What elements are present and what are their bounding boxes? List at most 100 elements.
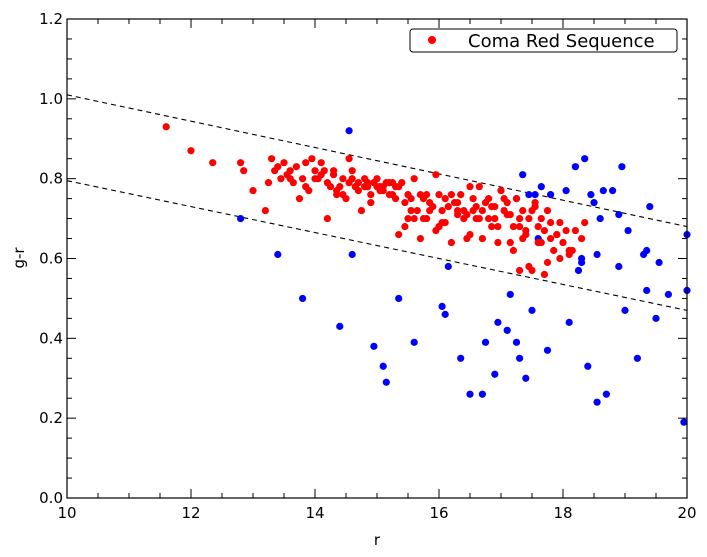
coma-red-sequence-point (286, 175, 294, 183)
other-galaxies-point (336, 322, 344, 330)
coma-red-sequence-point (404, 191, 412, 199)
coma-red-sequence-point (323, 179, 331, 187)
coma-red-sequence-point (317, 159, 325, 167)
coma-red-sequence-point (401, 222, 409, 231)
other-galaxies-point (581, 155, 589, 163)
other-galaxies-point (596, 214, 604, 223)
coma-red-sequence-point (519, 207, 527, 215)
coma-red-sequence-point (516, 222, 524, 231)
coma-red-sequence-point (500, 195, 508, 203)
y-tick-label: 1.2 (39, 10, 63, 28)
other-galaxies-point (643, 286, 651, 295)
other-galaxies-point (348, 250, 356, 259)
other-galaxies-point (466, 390, 474, 398)
other-galaxies-point (519, 171, 527, 179)
coma-red-sequence-point (488, 222, 496, 231)
coma-red-sequence-point (286, 167, 294, 175)
legend-label-red-sequence: Coma Red Sequence (468, 31, 655, 52)
legend-marker-red-sequence (428, 36, 436, 44)
coma-red-sequence-point (426, 207, 434, 215)
other-galaxies-point (345, 127, 353, 135)
y-tick-label: 0.0 (39, 489, 63, 507)
coma-red-sequence-point (404, 214, 412, 223)
other-galaxies-point (481, 338, 490, 346)
coma-red-sequence-point (348, 167, 356, 175)
coma-red-sequence-point (494, 238, 502, 247)
other-galaxies-point (457, 354, 465, 362)
other-galaxies-point (543, 346, 552, 354)
coma-red-sequence-point (261, 207, 269, 215)
coma-red-sequence-point (385, 179, 393, 187)
coma-red-sequence-point (330, 171, 338, 179)
coma-red-sequence-point (581, 218, 589, 227)
coma-red-sequence-point (367, 191, 375, 199)
coma-red-sequence-point (534, 222, 542, 231)
other-galaxies-point (494, 318, 502, 326)
coma-red-sequence-point (302, 183, 310, 191)
coma-red-sequence-point (280, 159, 288, 167)
other-galaxies-point (655, 258, 663, 267)
coma-red-sequence-point (333, 187, 341, 195)
coma-red-sequence-point (295, 195, 304, 203)
other-galaxies-point (609, 187, 617, 195)
other-galaxies-point (646, 203, 654, 211)
y-tick-label: 0.2 (39, 409, 63, 427)
coma-red-sequence-point (401, 199, 409, 207)
coma-red-sequence-point (441, 195, 449, 203)
coma-red-sequence-point (516, 266, 524, 275)
other-galaxies-point (379, 362, 387, 370)
coma-red-sequence-point (497, 187, 505, 195)
coma-red-sequence-point (519, 234, 527, 243)
other-galaxies-point (652, 314, 660, 322)
other-galaxies-point (512, 338, 521, 346)
coma-red-sequence-point (311, 175, 319, 183)
other-galaxies-point (395, 294, 403, 303)
other-galaxies-point (444, 262, 452, 271)
data-points (162, 123, 691, 426)
coma-red-sequence-point (578, 234, 586, 243)
coma-red-sequence-point (525, 214, 533, 223)
upper-boundary-line (66, 94, 688, 228)
coma-red-sequence-point (432, 171, 440, 179)
x-axis-label: r (374, 531, 381, 549)
coma-red-sequence-point (308, 155, 316, 163)
coma-red-sequence-point (540, 270, 549, 279)
other-galaxies-point (370, 342, 378, 350)
other-galaxies-point (599, 187, 607, 195)
coma-red-sequence-point (162, 123, 170, 131)
coma-red-sequence-point (444, 203, 452, 211)
coma-red-sequence-point (485, 195, 493, 203)
coma-red-sequence-point (478, 234, 486, 243)
other-galaxies-point (618, 163, 626, 171)
lower-boundary-line (66, 180, 688, 311)
plot-background (67, 19, 687, 498)
other-galaxies-point (615, 210, 623, 219)
coma-red-sequence-point (416, 234, 424, 243)
coma-red-sequence-point (550, 246, 558, 255)
coma-red-sequence-point (413, 207, 421, 215)
x-tick-label: 18 (553, 504, 572, 522)
coma-red-sequence-point (509, 246, 517, 255)
y-tick-label: 1.0 (39, 90, 63, 108)
coma-red-sequence-point (534, 238, 542, 247)
coma-red-sequence-point (419, 214, 428, 223)
other-galaxies-point (624, 226, 632, 235)
coma-red-sequence-point (274, 163, 282, 171)
other-galaxies-point (633, 354, 642, 362)
coma-red-sequence-point (457, 191, 465, 199)
plot-frame (66, 18, 688, 499)
coma-red-sequence-point (264, 179, 273, 187)
coma-red-sequence-point (547, 218, 555, 227)
coma-red-sequence-point (187, 147, 195, 155)
other-galaxies-point (537, 183, 545, 191)
other-galaxies-point (587, 191, 595, 199)
coma-red-sequence-point (454, 199, 462, 207)
coma-red-sequence-point (299, 175, 307, 183)
other-galaxies-point (522, 374, 530, 382)
coma-red-sequence-point (454, 210, 462, 219)
coma-red-sequence-point (292, 163, 300, 171)
other-galaxies-point (441, 310, 449, 318)
coma-red-sequence-point (562, 226, 570, 235)
x-tick-label: 20 (677, 504, 696, 522)
coma-red-sequence-point (447, 191, 455, 199)
